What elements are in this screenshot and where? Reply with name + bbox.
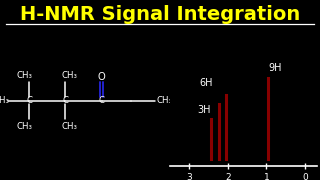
Text: CH₃: CH₃ — [62, 122, 78, 131]
Text: 3H: 3H — [197, 105, 211, 115]
Text: O: O — [98, 72, 106, 82]
Text: CH₃: CH₃ — [62, 71, 78, 80]
Text: CH₃: CH₃ — [157, 96, 173, 105]
Text: C: C — [99, 96, 105, 105]
Text: 9H: 9H — [268, 63, 282, 73]
Text: 6H: 6H — [200, 78, 213, 88]
Text: H-NMR Signal Integration: H-NMR Signal Integration — [20, 5, 300, 24]
Text: C: C — [26, 96, 32, 105]
Text: CH₃: CH₃ — [17, 71, 33, 80]
Text: C: C — [62, 96, 68, 105]
Text: CH₃: CH₃ — [17, 122, 33, 131]
Text: CH₃: CH₃ — [0, 96, 10, 105]
